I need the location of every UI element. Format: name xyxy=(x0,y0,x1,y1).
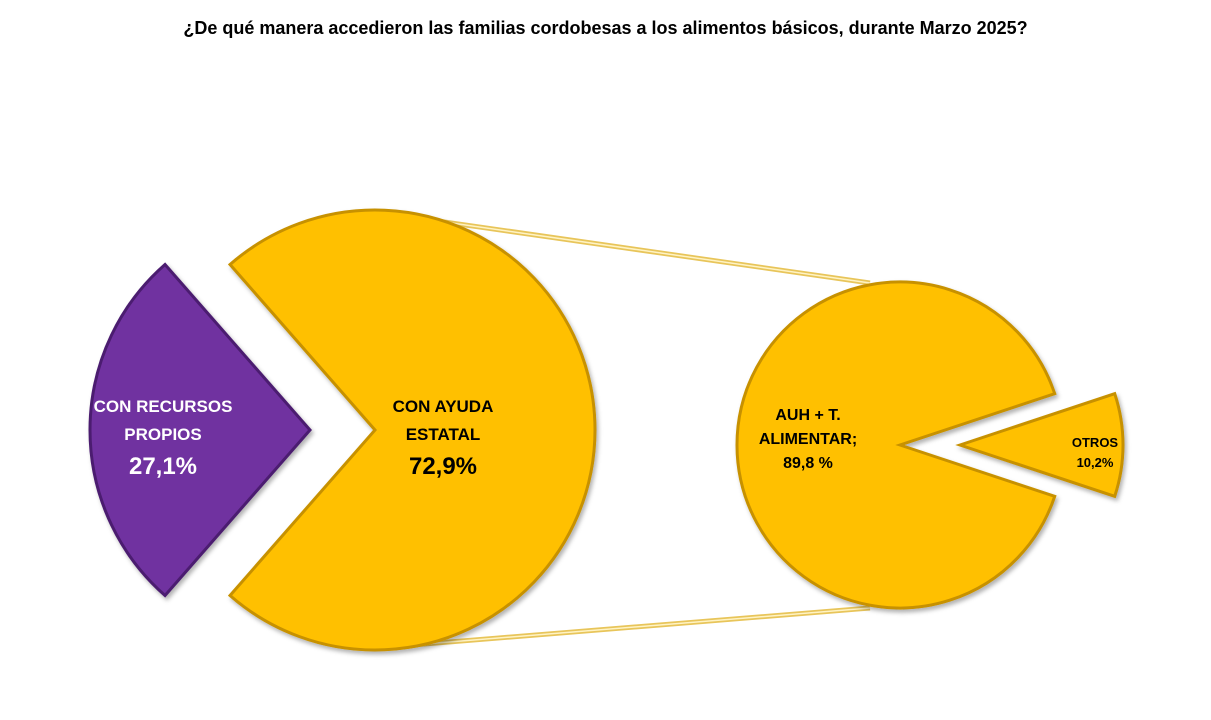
label-con-recursos-propios: CON RECURSOS PROPIOS 27,1% xyxy=(94,397,233,480)
slice-otros xyxy=(955,391,1125,499)
slice-label-text: ESTATAL xyxy=(406,425,481,444)
main-pie: CON RECURSOS PROPIOS 27,1% CON AYUDA ESTATAL… xyxy=(88,208,597,652)
slice-label-text: AUH + T. xyxy=(775,407,840,424)
slice-label-text: PROPIOS xyxy=(124,425,201,444)
slice-label-text: 72,9% xyxy=(409,453,477,480)
label-con-ayuda-estatal: CON AYUDA ESTATAL 72,9% xyxy=(393,397,494,480)
chart-title: ¿De qué manera accedieron las familias c… xyxy=(183,18,1028,38)
connector-lines xyxy=(374,209,871,651)
label-otros: OTROS 10,2% xyxy=(1072,435,1119,470)
slice-label-text: 27,1% xyxy=(129,453,197,480)
slice-con-ayuda-estatal xyxy=(227,208,597,652)
slice-label-text: 10,2% xyxy=(1077,455,1114,470)
slice-label-text: 89,8 % xyxy=(783,455,833,472)
slice-label-text: CON AYUDA xyxy=(393,397,494,416)
slice-con-recursos-propios xyxy=(88,262,312,598)
slice-label-text: OTROS xyxy=(1072,435,1119,450)
connector-line-highlight xyxy=(374,607,871,649)
connector-line-highlight xyxy=(374,211,871,284)
slice-label-text: ALIMENTAR; xyxy=(759,431,857,448)
slice-label-text: CON RECURSOS xyxy=(94,397,233,416)
slice-auh-t-alimentar xyxy=(735,280,1057,610)
label-auh-t-alimentar: AUH + T. ALIMENTAR; 89,8 % xyxy=(759,407,857,472)
secondary-pie: AUH + T. ALIMENTAR; 89,8 % OTROS 10,2% xyxy=(735,280,1125,610)
